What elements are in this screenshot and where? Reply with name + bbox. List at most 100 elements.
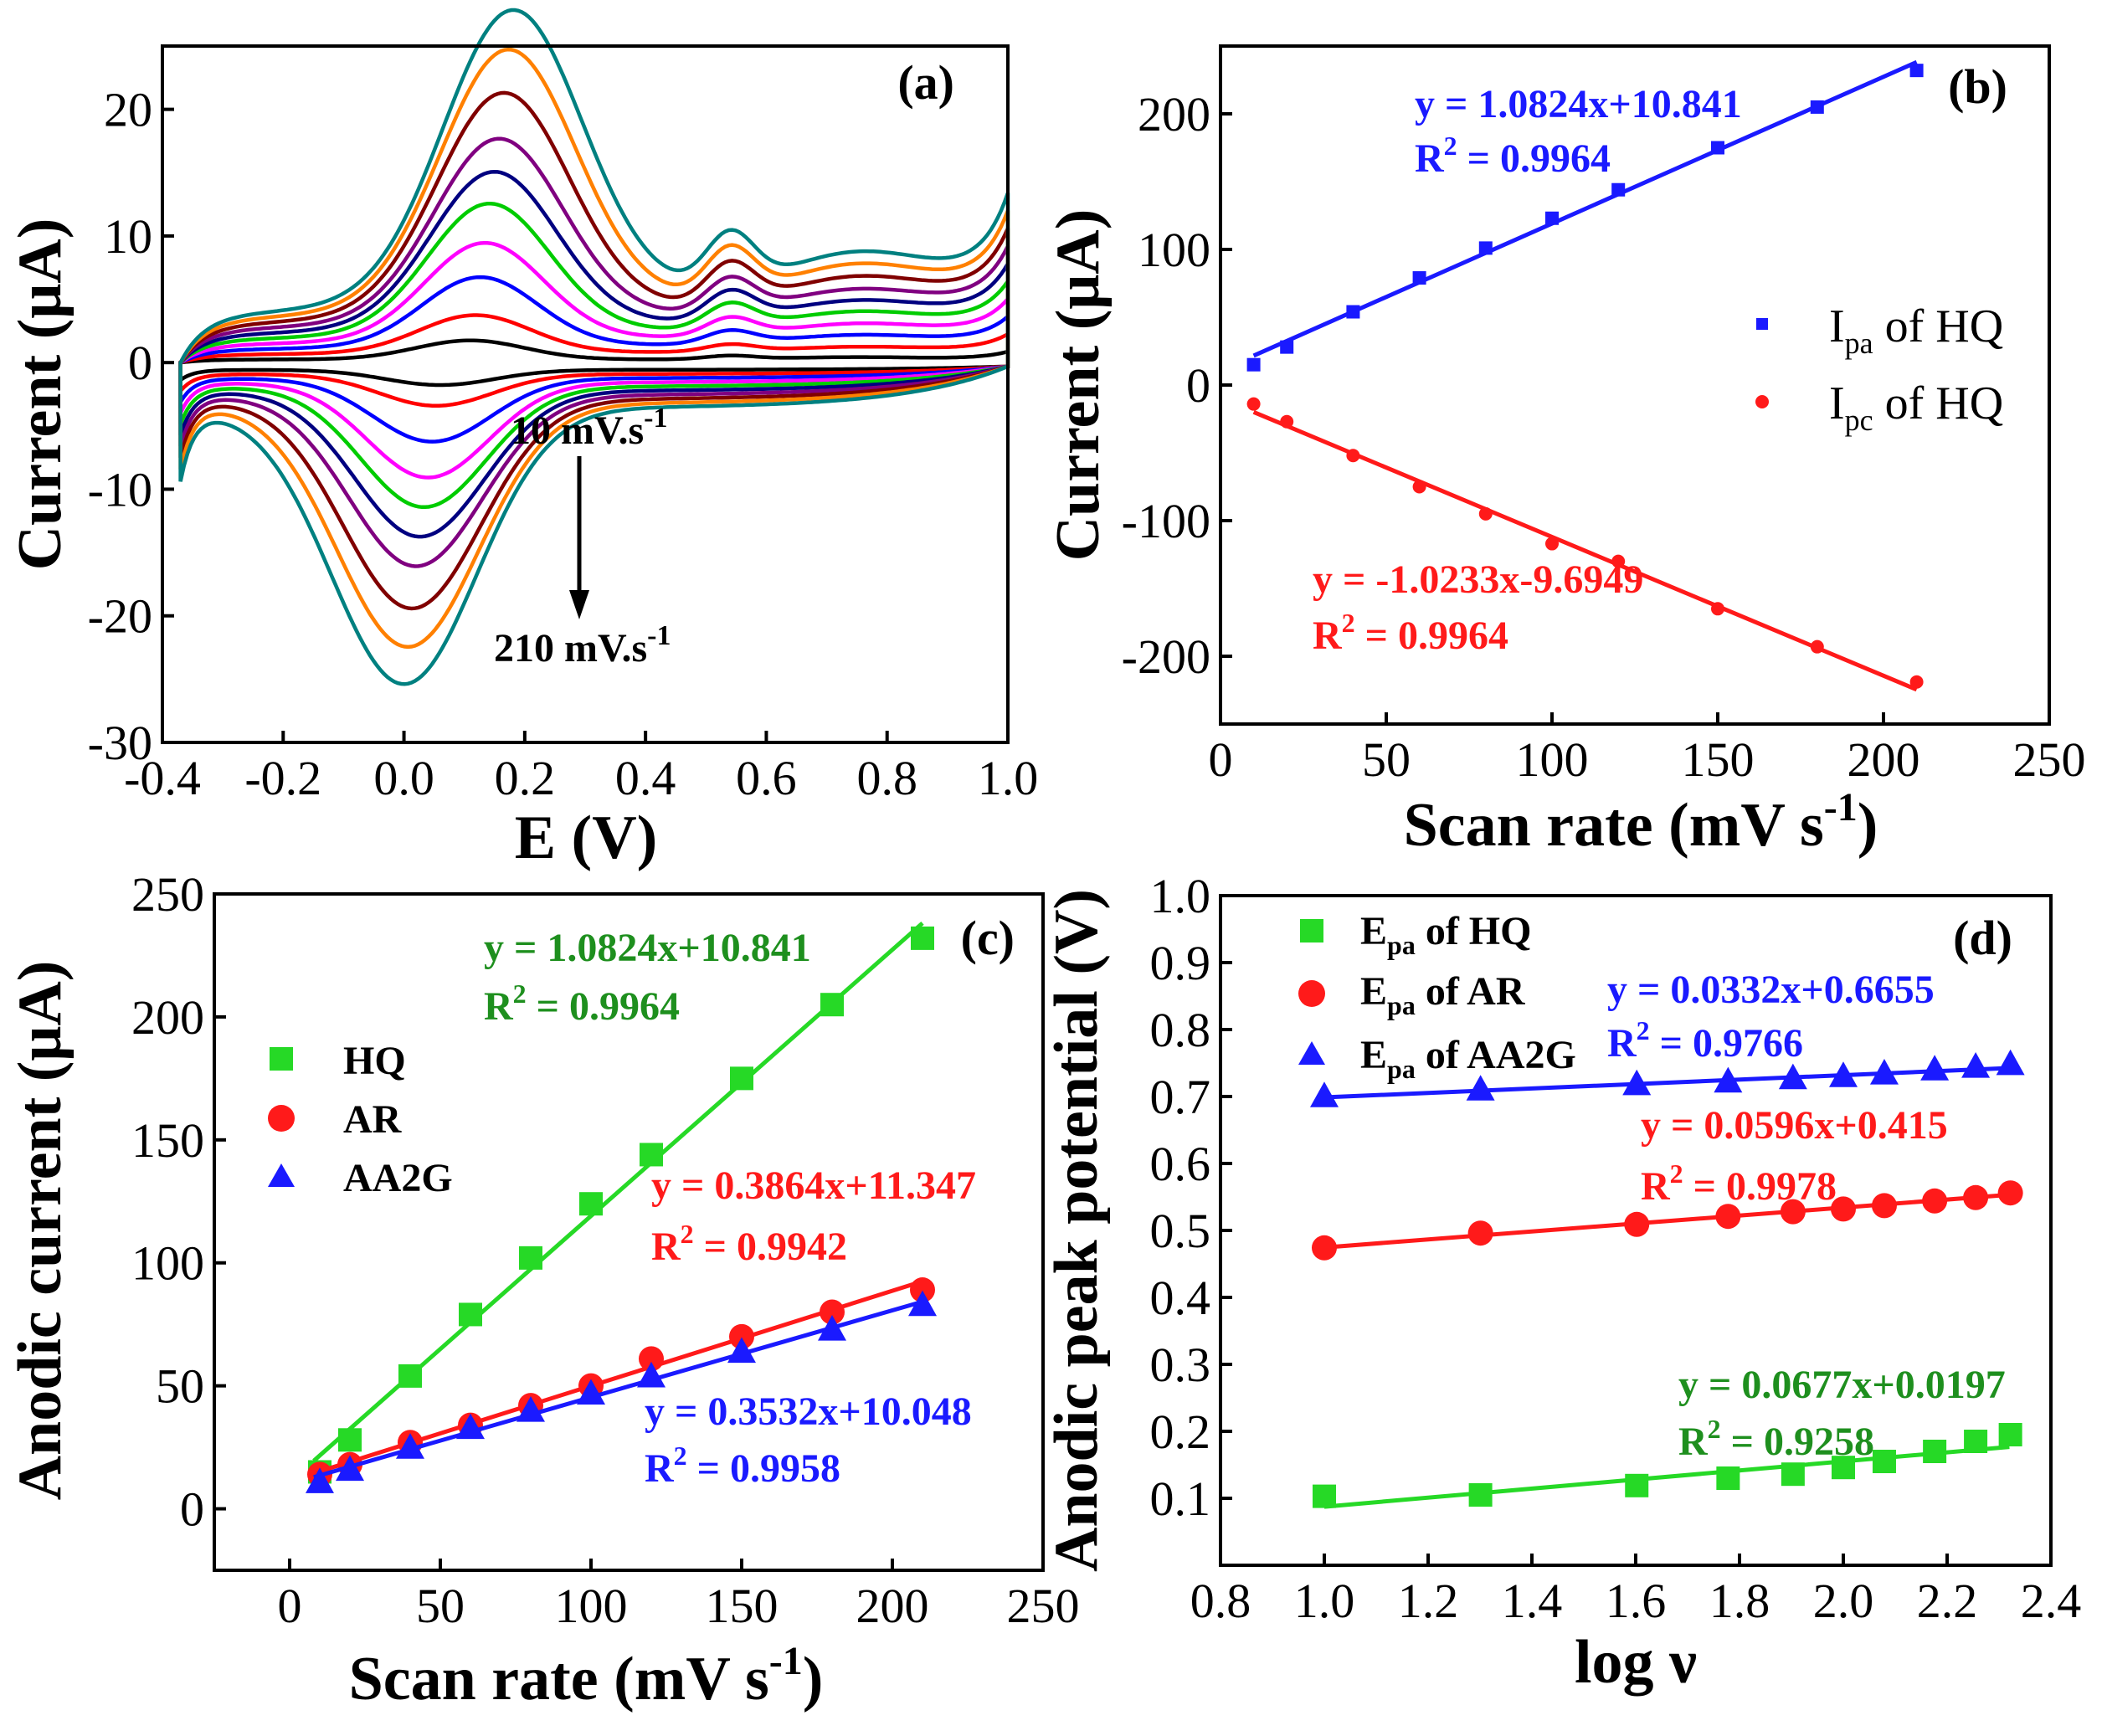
d-data-point bbox=[1832, 1456, 1855, 1480]
fit-equation-aa2g: y = 0.3532x+10.048 bbox=[645, 1389, 972, 1434]
d-ytick-label: 0.4 bbox=[1150, 1271, 1211, 1325]
d-fit-line bbox=[1323, 1445, 2010, 1509]
b-xtick-label: 50 bbox=[1362, 732, 1411, 787]
legend-label-ipa: Ipa of HQ bbox=[1829, 300, 2003, 360]
b-ytick-label: 100 bbox=[1138, 223, 1210, 277]
annotation-start: 10 mV.s-1 bbox=[511, 403, 667, 453]
d-data-point bbox=[1923, 1440, 1947, 1463]
d-data-point bbox=[1625, 1473, 1649, 1497]
b-ytick-label: 200 bbox=[1138, 87, 1210, 141]
arrow-head-icon bbox=[569, 590, 589, 619]
r2-hq: R2 = 0.9964 bbox=[484, 978, 680, 1029]
a-ytick-label: 10 bbox=[104, 209, 152, 264]
c-xtick-label: 250 bbox=[1007, 1579, 1080, 1633]
marks-b bbox=[1246, 59, 1924, 692]
plot-frame-d bbox=[1219, 894, 2053, 1567]
b-data-point bbox=[1545, 211, 1559, 225]
a-xtick-label: 0.2 bbox=[495, 751, 556, 805]
a-ytick-label: -20 bbox=[88, 589, 152, 644]
c-data-point bbox=[910, 1277, 935, 1303]
b-data-point bbox=[1909, 675, 1924, 689]
x-axis-label-d: log ν bbox=[1575, 1628, 1697, 1697]
r2-ar-d: R2 = 0.9978 bbox=[1641, 1158, 1837, 1209]
panel-c: 0 50 100 150 200 250 0 50 100 150 200 250 (c) Scan … bbox=[6, 867, 1080, 1713]
b-fit-line bbox=[1252, 59, 1918, 358]
y-axis-label-a: Current (μA) bbox=[6, 218, 75, 571]
c-xtick-label: 50 bbox=[416, 1579, 465, 1633]
b-data-point bbox=[1810, 639, 1824, 654]
b-data-point bbox=[1346, 449, 1360, 463]
d-ytick-label: 0.3 bbox=[1150, 1338, 1211, 1392]
annotation-end: 210 mV.s-1 bbox=[494, 620, 671, 670]
c-ytick-label: 100 bbox=[131, 1236, 204, 1291]
c-data-point bbox=[820, 1299, 845, 1325]
axis-ticks-a: -0.4 -0.2 0.0 0.2 0.4 0.6 0.8 1.0 -30 -20 -10 0 10 20 bbox=[88, 83, 1039, 805]
c-data-point bbox=[577, 1379, 605, 1405]
fit-equation-ar-d: y = 0.0596x+0.415 bbox=[1641, 1103, 1948, 1148]
legend-b: Ipa of HQ Ipc of HQ bbox=[1755, 300, 2003, 437]
b-data-point bbox=[1711, 602, 1724, 616]
b-data-point bbox=[1611, 554, 1626, 568]
marks-c bbox=[306, 921, 937, 1493]
d-ytick-label: 0.6 bbox=[1150, 1137, 1211, 1191]
a-xtick-label: 1.0 bbox=[978, 751, 1039, 805]
d-xtick-label: 0.8 bbox=[1190, 1574, 1251, 1628]
legend-marker-ipa bbox=[1756, 318, 1768, 330]
legend-label-epa-hq: Epa of HQ bbox=[1360, 909, 1531, 960]
d-data-point bbox=[1780, 1199, 1806, 1225]
b-data-point bbox=[1909, 64, 1924, 78]
b-ytick-label: -200 bbox=[1122, 629, 1210, 684]
b-data-point bbox=[1478, 506, 1493, 521]
b-ytick-label: -100 bbox=[1122, 494, 1210, 548]
d-data-point bbox=[1831, 1196, 1856, 1222]
c-data-point bbox=[336, 1455, 364, 1482]
d-data-point bbox=[1468, 1483, 1493, 1507]
axis-ticks-c: 0 50 100 150 200 250 0 50 100 150 200 250 bbox=[131, 867, 1080, 1633]
legend-label-epa-aa2g: Epa of AA2G bbox=[1360, 1033, 1576, 1084]
d-data-point bbox=[1871, 1193, 1897, 1219]
x-axis-label-b: Scan rate (mV s-1) bbox=[1404, 785, 1878, 860]
x-axis-label-c: Scan rate (mV s-1) bbox=[349, 1639, 824, 1713]
c-data-point bbox=[730, 1066, 753, 1091]
c-ytick-label: 200 bbox=[131, 990, 204, 1045]
fit-equation-ipa: y = 1.0824x+10.841 bbox=[1415, 82, 1742, 126]
d-xtick-label: 2.4 bbox=[2021, 1574, 2082, 1628]
d-data-point bbox=[1829, 1061, 1858, 1087]
cv-curve bbox=[178, 90, 1010, 611]
a-xtick-label: 0.6 bbox=[736, 751, 797, 805]
a-xtick-label: -0.2 bbox=[244, 751, 321, 805]
d-data-point bbox=[1310, 1081, 1339, 1107]
c-xtick-label: 150 bbox=[706, 1579, 779, 1633]
legend-marker-ipc bbox=[1755, 395, 1769, 408]
fit-equation-hq: y = 1.0824x+10.841 bbox=[484, 926, 811, 970]
b-fit-line bbox=[1252, 409, 1918, 692]
a-ytick-label: -10 bbox=[88, 462, 152, 516]
b-xtick-label: 250 bbox=[2013, 732, 2086, 787]
fit-equation-ipc: y = -1.0233x-9.6949 bbox=[1313, 557, 1643, 602]
c-data-point bbox=[639, 1346, 664, 1372]
d-xtick-label: 1.8 bbox=[1709, 1574, 1770, 1628]
d-ytick-label: 0.2 bbox=[1150, 1405, 1211, 1459]
c-data-point bbox=[637, 1361, 666, 1388]
c-data-point bbox=[516, 1396, 545, 1422]
legend-label-ar: AR bbox=[343, 1097, 403, 1142]
cv-curves bbox=[178, 8, 1010, 686]
d-data-point bbox=[1869, 1059, 1899, 1085]
b-xtick-label: 150 bbox=[1682, 732, 1755, 787]
b-data-point bbox=[1246, 397, 1261, 411]
d-xtick-label: 1.4 bbox=[1502, 1574, 1563, 1628]
c-data-point bbox=[640, 1143, 663, 1167]
c-xtick-label: 0 bbox=[278, 1579, 302, 1633]
c-data-point bbox=[820, 993, 844, 1017]
b-ytick-label: 0 bbox=[1186, 358, 1210, 413]
r2-ar: R2 = 0.9942 bbox=[651, 1219, 847, 1269]
b-data-point bbox=[1246, 357, 1261, 372]
d-xtick-label: 1.2 bbox=[1398, 1574, 1459, 1628]
legend-d: Epa of HQ Epa of AR Epa of AA2G bbox=[1298, 909, 1576, 1084]
d-data-point bbox=[1467, 1220, 1493, 1246]
d-data-point bbox=[1313, 1484, 1336, 1508]
c-data-point bbox=[398, 1364, 422, 1388]
y-axis-label-b: Current (μA) bbox=[1044, 209, 1113, 562]
c-data-point bbox=[579, 1192, 603, 1216]
marks-d bbox=[1310, 1049, 2025, 1509]
